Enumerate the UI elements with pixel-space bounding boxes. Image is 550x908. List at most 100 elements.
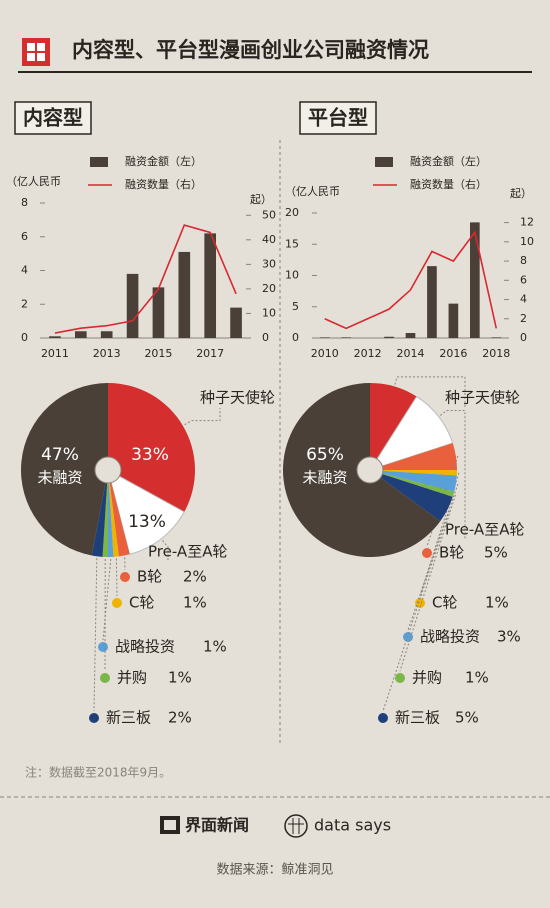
pie-hole [356,456,384,484]
panel-title: 平台型 [308,106,368,130]
y-tick-label: 0 [21,331,28,344]
pie-hole [94,456,122,484]
y2-tick-label: 8 [520,254,527,267]
x-tick-label: 2010 [311,347,339,360]
y2-tick-label: 20 [262,282,276,295]
legend-dot [100,673,110,683]
slice-value: 1% [168,669,192,687]
source: 数据来源：鲸准洞见 [216,863,333,878]
leader-line [394,376,466,408]
leader-line [399,494,456,672]
y-tick-label: 6 [21,230,28,243]
slice-name: 种子天使轮 [200,389,275,407]
x-tick-label: 2011 [41,347,69,360]
slice-value: 13% [128,512,166,532]
x-tick-label: 2012 [354,347,382,360]
x-tick-label: 2015 [144,347,172,360]
pie-slice [370,470,453,522]
legend-dot [422,548,432,558]
bar [405,333,416,338]
pie-slice [91,470,108,557]
y-tick-label: 2 [21,297,28,310]
bar [204,233,217,338]
slice-value: 5% [484,544,508,562]
pie-slice [107,469,185,555]
bar [152,287,165,338]
y2-tick-label: 0 [520,331,527,344]
slice-name: 并购 [412,669,442,687]
leader-line [440,410,466,540]
pie-slice [368,395,454,471]
leader-line [184,408,221,426]
y2-tick-label: 2 [520,312,527,325]
brand-icon [160,816,180,834]
bar [341,337,351,338]
slice-value: 1% [465,669,489,687]
bar [100,331,113,338]
bar [384,336,394,338]
legend-dot [378,713,388,723]
bar [491,337,502,338]
y2-tick-label: 10 [520,235,534,248]
bar [126,273,139,338]
y2-tick-label: 10 [262,306,276,319]
main-title: 内容型、平台型漫画创业公司融资情况 [72,38,429,62]
x-tick-label: 2013 [93,347,121,360]
slice-name: 并购 [117,669,147,687]
slice-name: 战略投资 [115,638,175,656]
slice-value: 1% [183,594,207,612]
panel-title-box [14,101,92,135]
y-tick-label: 0 [292,331,299,344]
legend-label: 融资数量（右） [410,177,487,191]
x-tick-label: 2016 [439,347,467,360]
leader-line [162,540,169,562]
y-tick-label: 10 [285,269,299,282]
legend-dot [403,632,413,642]
brand-left: 界面新闻 [185,816,249,835]
legend-dot [98,642,108,652]
line [324,230,498,330]
data-says-icon [284,814,308,838]
note: 注：数据截至2018年9月。 [25,765,171,780]
y-tick-label: 4 [21,264,28,277]
slice-value: 33% [131,445,169,465]
pie-slice [21,382,108,556]
slice-name: B轮 [137,568,162,586]
slice-value: 2% [168,709,192,727]
slice-name: 种子天使轮 [445,389,520,407]
legend-swatch [90,157,108,167]
slice-value: 47% [41,445,79,465]
y2-tick-label: 0 [262,331,269,344]
slice-name: C轮 [129,594,154,612]
legend-dot [112,598,122,608]
y2-tick-label: 40 [262,233,276,246]
leader-line [407,483,459,631]
slice-name: Pre-A至A轮 [445,521,524,539]
slice-name: 未融资 [302,469,347,487]
leader-line [93,558,98,712]
slice-name: 新三板 [106,709,151,727]
y2-tick-label: 4 [520,293,527,306]
pie-slice [370,470,455,497]
pie-slice [108,470,114,557]
bar [49,336,61,338]
x-tick-label: 2018 [482,347,510,360]
y-tick-label: 20 [285,206,299,219]
slice-value: 5% [455,709,479,727]
bar [319,337,330,338]
bar [178,251,191,338]
pie-slice [108,470,119,557]
legend-dot [395,673,405,683]
pie-slice [108,470,130,557]
legend-label: 融资金额（左） [410,154,487,168]
y-tick-label: 8 [21,196,28,209]
y2-tick-label: 12 [520,216,534,229]
legend-label: 融资数量（右） [125,177,202,191]
y-tick-label: 5 [292,300,299,313]
pie-slice [102,470,108,557]
slice-name: 未融资 [37,469,82,487]
pie-slice [370,470,457,476]
x-tick-label: 2014 [397,347,425,360]
